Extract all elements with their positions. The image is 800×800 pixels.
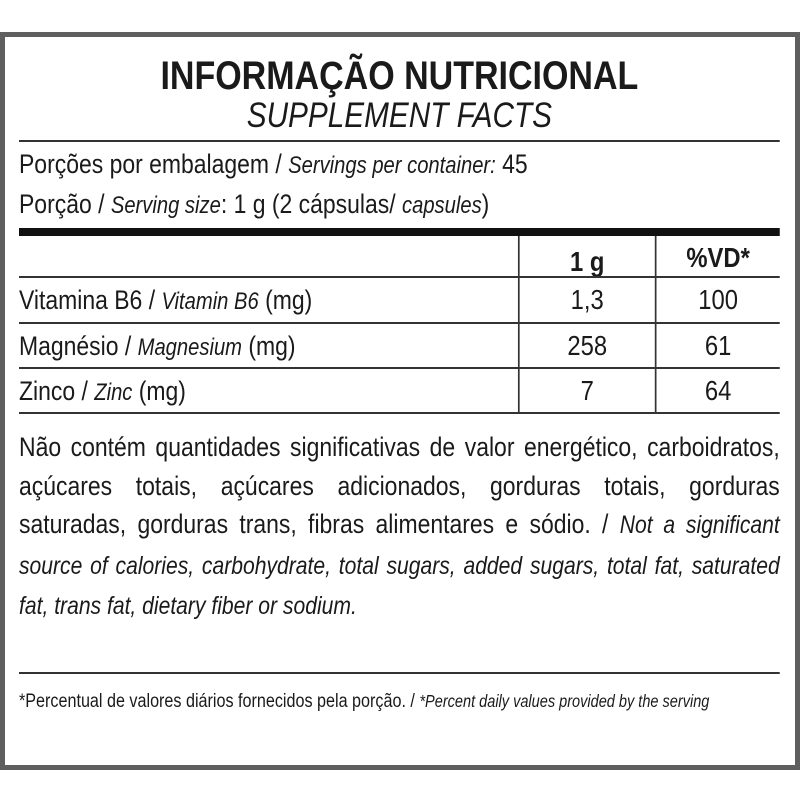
not-significant-note: Não contém quantidades significativas de… xyxy=(19,428,780,627)
row-divider xyxy=(19,412,780,414)
row-divider xyxy=(19,367,780,369)
nutrient-en: Vitamin B6 xyxy=(161,288,259,315)
nutrient-pt: Magnésio / xyxy=(19,331,138,361)
nutrient-pt: Zinco / xyxy=(19,376,95,406)
divider xyxy=(19,140,780,142)
servings-per-container: Porções por embalagem / Servings per con… xyxy=(19,148,528,182)
divider xyxy=(19,672,780,674)
table-row: Zinco / Zinc (mg) xyxy=(19,375,186,409)
serving-size: Porção / Serving size: 1 g (2 cápsulas/ … xyxy=(19,188,489,222)
dv-cell: 64 xyxy=(704,375,732,406)
footnote-pt: *Percentual de valores diários fornecido… xyxy=(19,691,420,712)
note-pt: Não contém quantidades significativas de… xyxy=(19,432,780,539)
sep: / xyxy=(269,149,289,179)
amount-cell: 1,3 xyxy=(570,284,604,315)
table-row: Vitamina B6 / Vitamin B6 (mg) xyxy=(19,284,312,318)
close-paren: ) xyxy=(481,189,490,219)
dv-cell: 100 xyxy=(698,284,738,315)
unit: (mg) xyxy=(132,376,186,406)
dv-cell: 61 xyxy=(704,330,732,361)
label-frame xyxy=(0,32,800,770)
thick-divider xyxy=(19,228,780,236)
unit: (mg) xyxy=(241,331,296,361)
sep: / xyxy=(91,189,111,219)
row-divider xyxy=(19,322,780,324)
footnote: *Percentual de valores diários fornecido… xyxy=(19,682,780,722)
row-divider xyxy=(19,276,780,278)
supplement-facts-label: INFORMAÇÃO NUTRICIONAL SUPPLEMENT FACTS … xyxy=(19,32,780,772)
servings-value: 45 xyxy=(495,149,528,179)
table-row: Magnésio / Magnesium (mg) xyxy=(19,330,296,364)
serving-size-pt: Porção xyxy=(19,189,92,219)
footnote-en: *Percent daily values provided by the se… xyxy=(419,692,710,711)
nutrient-en: Zinc xyxy=(94,379,133,406)
column-divider xyxy=(654,236,657,413)
header-dv: %VD* xyxy=(686,242,750,273)
servings-pt: Porções por embalagem xyxy=(19,149,270,179)
capsules-en: capsules xyxy=(401,192,482,219)
nutrient-en: Magnesium xyxy=(137,334,242,361)
label-subtitle: SUPPLEMENT FACTS xyxy=(246,96,553,135)
nutrient-pt: Vitamina B6 / xyxy=(19,285,162,315)
servings-en: Servings per container: xyxy=(288,152,496,179)
serving-size-en: Serving size xyxy=(110,192,221,219)
unit: (mg) xyxy=(258,285,313,315)
header-amount: 1 g xyxy=(570,246,605,277)
label-title: INFORMAÇÃO NUTRICIONAL xyxy=(160,54,639,98)
serving-size-value: : 1 g (2 cápsulas/ xyxy=(220,189,402,219)
note-en: Not a significant source of calories, ca… xyxy=(19,512,780,620)
amount-cell: 258 xyxy=(567,330,608,361)
column-divider xyxy=(517,236,520,413)
amount-cell: 7 xyxy=(580,375,594,406)
